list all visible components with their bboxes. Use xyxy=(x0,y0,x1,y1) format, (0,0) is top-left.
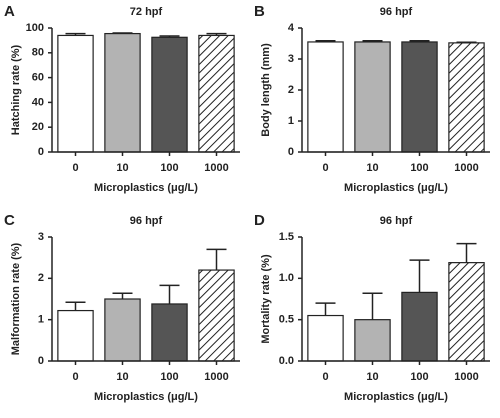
bar xyxy=(151,303,188,362)
panel: B 96 hpf Body length (mm) Microplastics (μg… xyxy=(254,3,490,194)
panel-label: D xyxy=(254,212,265,229)
bar xyxy=(354,41,391,153)
y-tick-label: 0 xyxy=(288,146,294,158)
panel: D 96 hpf Mortality rate (%) Microplastics (… xyxy=(254,212,490,403)
x-tick-label: 0 xyxy=(72,162,78,174)
y-tick-label: 1.0 xyxy=(279,272,294,284)
x-axis-label: Microplastics (μg/L) xyxy=(94,182,198,194)
x-axis-label: Microplastics (μg/L) xyxy=(344,182,448,194)
x-tick-label: 0 xyxy=(72,371,78,383)
y-tick-label: 1 xyxy=(288,115,294,127)
x-tick-label: 1000 xyxy=(204,162,228,174)
y-tick-label: 4 xyxy=(288,22,295,34)
panel: C 96 hpf Malformation rate (%) Microplastic… xyxy=(4,212,240,403)
chart-title: 72 hpf xyxy=(130,6,163,18)
y-tick-label: 3 xyxy=(288,53,294,65)
bar xyxy=(401,291,438,362)
y-tick-label: 2 xyxy=(38,272,44,284)
bar xyxy=(198,34,235,153)
y-tick-label: 40 xyxy=(32,96,44,108)
x-tick-label: 10 xyxy=(116,162,128,174)
x-tick-label: 100 xyxy=(410,371,428,383)
y-tick-label: 0 xyxy=(38,355,44,367)
y-tick-label: 0.5 xyxy=(279,314,294,326)
panel-label: A xyxy=(4,3,15,20)
y-tick-label: 60 xyxy=(32,72,44,84)
x-tick-label: 0 xyxy=(322,371,328,383)
bar xyxy=(57,309,94,362)
x-tick-label: 10 xyxy=(366,371,378,383)
x-tick-label: 1000 xyxy=(454,371,478,383)
chart-title: 96 hpf xyxy=(380,215,413,227)
x-tick-label: 100 xyxy=(160,371,178,383)
bar xyxy=(354,319,391,362)
panel-label: C xyxy=(4,212,15,229)
y-tick-label: 0.0 xyxy=(279,355,294,367)
y-tick-label: 0 xyxy=(38,146,44,158)
bar xyxy=(104,32,141,153)
chart-title: 96 hpf xyxy=(130,215,163,227)
bar xyxy=(198,269,235,362)
y-tick-label: 1 xyxy=(38,314,44,326)
y-tick-label: 80 xyxy=(32,47,44,59)
y-tick-label: 100 xyxy=(26,22,44,34)
y-tick-label: 2 xyxy=(288,84,294,96)
x-axis-label: Microplastics (μg/L) xyxy=(94,391,198,403)
panel: A 72 hpf Hatching rate (%) Microplastics (μ… xyxy=(4,3,240,194)
x-tick-label: 1000 xyxy=(454,162,478,174)
bar xyxy=(104,298,141,362)
y-tick-label: 20 xyxy=(32,121,44,133)
bar xyxy=(151,36,188,153)
y-axis-label: Malformation rate (%) xyxy=(10,242,22,355)
x-tick-label: 10 xyxy=(116,371,128,383)
x-axis-label: Microplastics (μg/L) xyxy=(344,391,448,403)
y-axis-label: Mortality rate (%) xyxy=(260,254,272,344)
y-axis-label: Hatching rate (%) xyxy=(10,44,22,135)
bar xyxy=(448,262,485,362)
bar xyxy=(448,42,485,153)
x-tick-label: 100 xyxy=(410,162,428,174)
panel-label: B xyxy=(254,3,265,20)
x-tick-label: 100 xyxy=(160,162,178,174)
y-tick-label: 1.5 xyxy=(279,231,294,243)
x-tick-label: 10 xyxy=(366,162,378,174)
bar xyxy=(307,41,344,153)
bar xyxy=(57,34,94,153)
chart-title: 96 hpf xyxy=(380,6,413,18)
x-tick-label: 1000 xyxy=(204,371,228,383)
bar xyxy=(307,314,344,362)
y-axis-label: Body length (mm) xyxy=(260,43,272,137)
bar xyxy=(401,41,438,153)
x-tick-label: 0 xyxy=(322,162,328,174)
y-tick-label: 3 xyxy=(38,231,44,243)
